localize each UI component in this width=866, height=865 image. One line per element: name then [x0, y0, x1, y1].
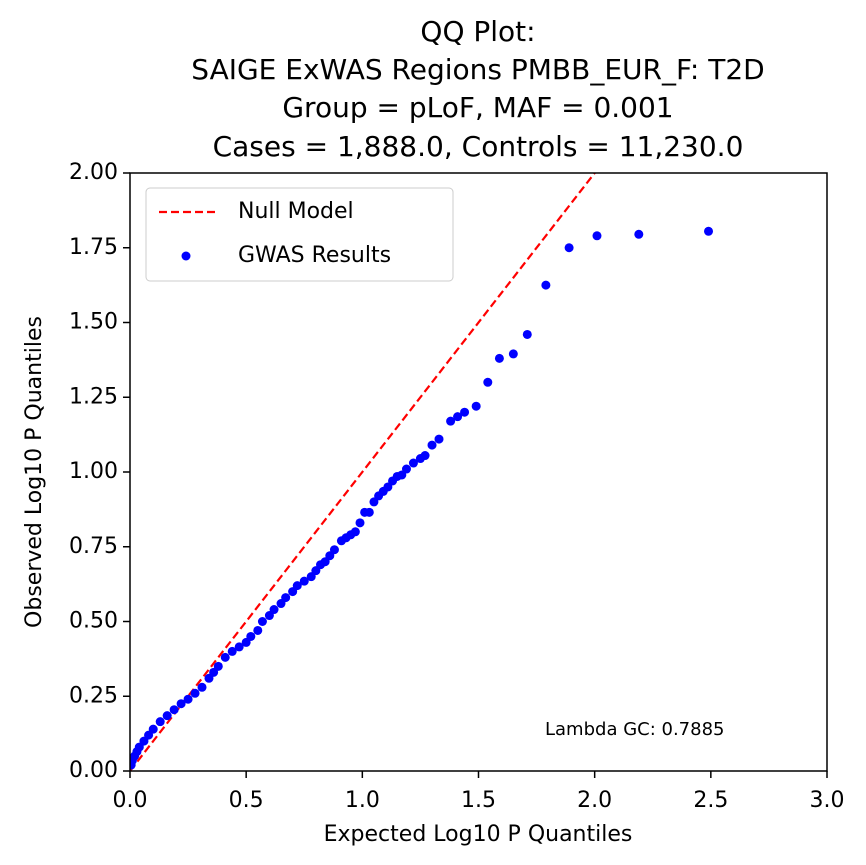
point: [355, 518, 365, 528]
point: [197, 682, 207, 692]
x-axis-label: Expected Log10 P Quantiles: [324, 822, 633, 847]
point: [704, 226, 714, 236]
point: [183, 694, 193, 704]
x-tick-label: 0.0: [113, 788, 148, 813]
point: [155, 717, 165, 727]
point: [541, 280, 551, 290]
point: [336, 536, 346, 546]
point: [253, 625, 263, 635]
chart-title: Group = pLoF, MAF = 0.001: [282, 91, 673, 124]
legend-label: Null Model: [238, 199, 354, 224]
point: [241, 637, 251, 647]
y-tick-label: 0.50: [69, 609, 118, 634]
point: [453, 412, 463, 422]
legend-label: GWAS Results: [238, 243, 391, 268]
x-tick-label: 3.0: [810, 788, 845, 813]
x-tick-label: 2.5: [693, 788, 728, 813]
x-tick-label: 1.0: [345, 788, 380, 813]
point: [427, 440, 437, 450]
point: [592, 231, 602, 241]
legend: Null Model GWAS Results: [145, 187, 454, 282]
point: [471, 401, 481, 411]
point: [190, 688, 200, 698]
point: [483, 377, 493, 387]
point: [130, 760, 136, 770]
point: [494, 353, 504, 363]
y-axis-label: Observed Log10 P Quantiles: [22, 316, 47, 628]
null-line: [130, 173, 597, 771]
point: [288, 587, 298, 597]
point: [227, 646, 237, 656]
point: [204, 673, 214, 683]
annotation: Lambda GC: 0.7885: [545, 719, 724, 740]
plot-area: [130, 173, 714, 771]
x-tick-label: 1.5: [461, 788, 496, 813]
point: [360, 507, 370, 517]
point: [369, 497, 379, 507]
x-tick-label: 0.5: [229, 788, 264, 813]
y-tick-label: 1.25: [69, 384, 118, 409]
y-tick-label: 0.25: [69, 683, 118, 708]
point: [264, 611, 274, 621]
point: [276, 599, 286, 609]
point: [434, 434, 444, 444]
y-tick-label: 0.75: [69, 534, 118, 559]
chart-title: SAIGE ExWAS Regions PMBB_EUR_F: T2D: [191, 53, 764, 86]
legend-swatch: [181, 251, 191, 261]
chart-title: QQ Plot:: [420, 15, 535, 48]
point: [522, 329, 532, 339]
point: [408, 458, 418, 468]
point: [176, 699, 186, 709]
y-tick-label: 1.75: [69, 235, 118, 260]
point: [234, 642, 244, 652]
point: [634, 229, 644, 239]
y-tick-label: 1.00: [69, 459, 118, 484]
y-tick-label: 0.00: [69, 758, 118, 783]
point: [460, 407, 470, 417]
point: [306, 572, 316, 582]
point: [446, 416, 456, 426]
point: [299, 576, 309, 586]
point: [162, 711, 172, 721]
y-tick-label: 1.50: [69, 310, 118, 335]
point: [257, 617, 267, 626]
point: [564, 243, 574, 253]
point: [220, 652, 230, 662]
point: [169, 705, 179, 715]
legend-box: [145, 187, 454, 282]
x-tick-label: 2.0: [577, 788, 612, 813]
point: [508, 349, 518, 359]
point: [415, 454, 425, 464]
y-tick-label: 2.00: [69, 160, 118, 185]
chart-title: Cases = 1,888.0, Controls = 11,230.0: [213, 130, 744, 163]
